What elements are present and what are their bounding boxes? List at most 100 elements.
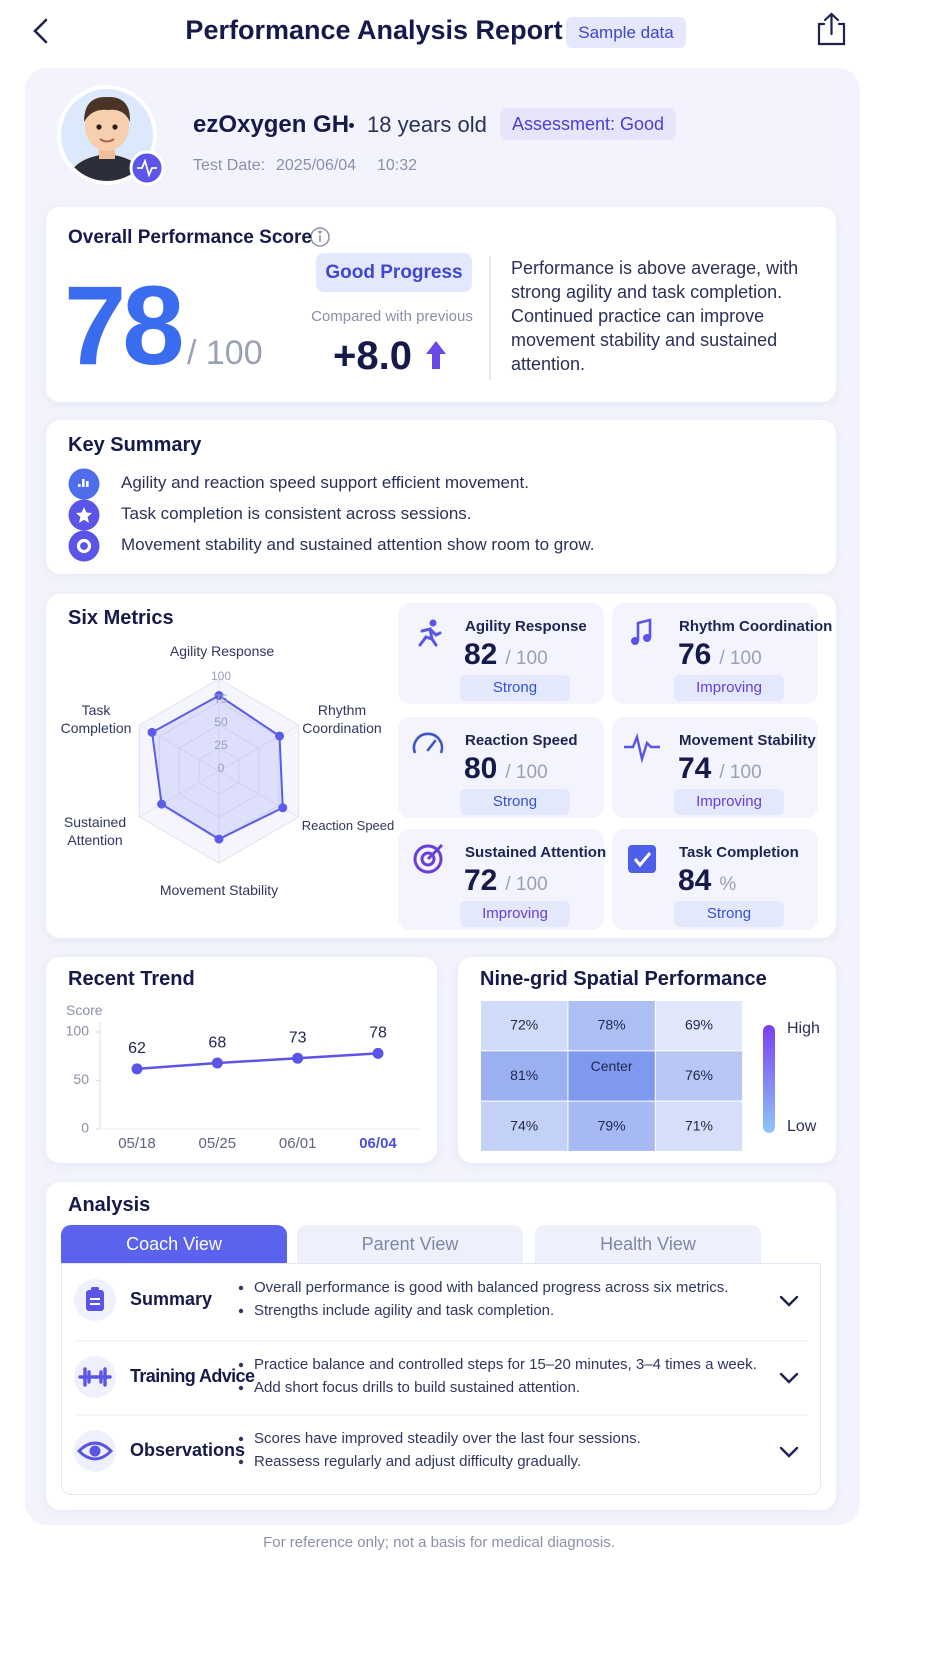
profile-name: ezOxygen GH <box>193 111 350 138</box>
radar-tick-label: 100 <box>211 669 231 683</box>
bullet-dot <box>238 1308 244 1314</box>
grid-cell <box>568 1051 655 1101</box>
expand-chevron[interactable] <box>779 1446 799 1458</box>
metric-status: Strong <box>460 789 570 815</box>
metric-value: 84 <box>678 864 712 897</box>
metric-value: 76 <box>678 638 712 671</box>
grid-cell <box>655 1101 743 1151</box>
page-title: Performance Analysis Report <box>185 15 563 45</box>
metric-name: Reaction Speed <box>465 732 578 749</box>
footer-note: For reference only; not a basis for medi… <box>263 1534 615 1551</box>
metric-value-row: 80 / 100 <box>464 754 548 789</box>
summary-icon <box>68 530 100 562</box>
grid-cell <box>481 1001 568 1051</box>
metric-unit: / 100 <box>719 762 762 783</box>
share-button[interactable] <box>817 12 846 46</box>
legend-low: Low <box>787 1118 817 1135</box>
metric-value: 82 <box>464 638 498 671</box>
overall-card <box>46 207 836 402</box>
icon-part <box>413 844 443 874</box>
radar-tick-label: 75 <box>214 692 228 706</box>
trend-point <box>211 1057 223 1069</box>
grid-cell <box>655 1001 743 1051</box>
value-label: 78 <box>369 1025 387 1042</box>
summary-item: Movement stability and sustained attenti… <box>121 535 595 554</box>
icon-part <box>418 627 442 647</box>
metrics-title: Six Metrics <box>68 607 174 629</box>
icon-part <box>426 739 437 752</box>
icon-part <box>82 479 85 487</box>
metric-value-row: 84% <box>678 866 736 901</box>
icon-part <box>429 619 437 627</box>
back-button[interactable] <box>33 18 48 44</box>
metric-unit: / 100 <box>505 874 548 895</box>
overall-title: Overall Performance Score <box>68 227 312 248</box>
radar-point <box>147 727 157 737</box>
radar-point <box>157 799 167 809</box>
value-label: 62 <box>128 1040 146 1057</box>
analysis-tab[interactable]: Coach View <box>61 1225 287 1263</box>
separator-dot <box>349 123 354 128</box>
info-icon[interactable] <box>310 227 330 247</box>
radar-axis-label: Task Completion <box>60 702 132 736</box>
expand-chevron[interactable] <box>779 1372 799 1384</box>
radar-spoke <box>139 770 220 818</box>
section-title: Observations <box>130 1440 246 1460</box>
radar-point <box>214 691 224 701</box>
cell-label: 74% <box>510 1117 538 1133</box>
icon-part <box>636 618 652 641</box>
analysis-tab[interactable]: Parent View <box>297 1225 523 1263</box>
radar-axis-label: Agility Response <box>169 643 275 659</box>
icon-part <box>76 507 92 523</box>
x-tick-label: 06/04 <box>359 1135 397 1152</box>
icon-part <box>76 538 92 554</box>
icon-part <box>631 637 639 645</box>
metric-status: Strong <box>674 901 784 927</box>
trend-point <box>292 1052 304 1064</box>
profile-age: 18 years old <box>367 112 487 137</box>
metric-value-row: 72 / 100 <box>464 866 548 901</box>
icon-part <box>78 484 81 487</box>
metric-name: Rhythm Coordination <box>679 618 833 635</box>
section-bullet: Overall performance is good with balance… <box>254 1279 729 1296</box>
y-tick-label: 0 <box>81 1120 89 1136</box>
trend-point <box>372 1047 384 1059</box>
metric-status: Strong <box>460 675 570 701</box>
analysis-tab[interactable]: Health View <box>535 1225 761 1263</box>
radar-point <box>275 731 285 741</box>
trend-line <box>136 1052 379 1071</box>
cell-label: 71% <box>685 1117 713 1133</box>
section-title: Summary <box>130 1289 213 1309</box>
trend-y-label: Score <box>66 1002 103 1018</box>
up-arrow <box>426 341 446 369</box>
y-tick-label: 100 <box>66 1023 90 1039</box>
analysis-content-box <box>61 1263 821 1495</box>
section-bullet: Practice balance and controlled steps fo… <box>254 1356 757 1373</box>
icon-part <box>86 1290 104 1311</box>
section-bullet: Add short focus drills to build sustaine… <box>254 1379 581 1396</box>
metric-unit: / 100 <box>505 762 548 783</box>
cell-label: 81% <box>510 1067 538 1083</box>
radar-point <box>278 803 288 813</box>
bullet-dot <box>238 1362 244 1368</box>
x-tick-label: 05/25 <box>199 1135 237 1152</box>
summary-title: Key Summary <box>68 434 202 456</box>
metric-unit: / 100 <box>505 648 548 669</box>
expand-chevron[interactable] <box>779 1295 799 1307</box>
assessment-badge: Assessment: Good <box>500 108 676 140</box>
compared-label: Compared with previous <box>311 308 473 325</box>
summary-item: Agility and reaction speed support effic… <box>121 473 529 492</box>
metric-value-row: 82 / 100 <box>464 640 548 675</box>
progress-badge: Good Progress <box>316 253 472 292</box>
cell-label: 78% <box>598 1017 626 1033</box>
icon-part <box>76 1441 114 1461</box>
value-label: 73 <box>289 1029 307 1046</box>
icon-part <box>420 851 436 867</box>
radar-tick-label: 50 <box>214 715 228 729</box>
section-title: Training Advice <box>130 1366 255 1386</box>
test-date: 2025/06/04 <box>276 157 357 174</box>
summary-item: Task completion is consistent across ses… <box>121 504 472 523</box>
metric-name: Agility Response <box>465 618 587 635</box>
